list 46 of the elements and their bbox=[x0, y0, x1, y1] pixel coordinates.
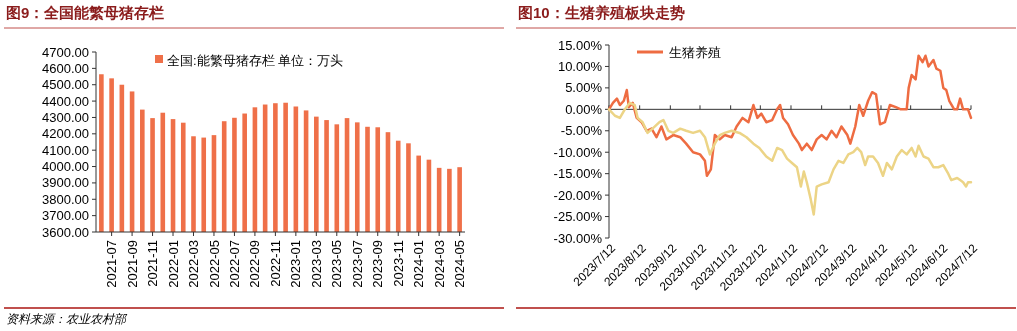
y-tick-label: 4100.00 bbox=[42, 142, 89, 158]
legend-label: 生猪养殖 bbox=[669, 44, 721, 60]
y-tick-label: 4500.00 bbox=[42, 77, 89, 93]
y-tick-label: -5.00% bbox=[560, 123, 603, 139]
x-tick-label: 2024-05 bbox=[452, 240, 468, 288]
x-tick-label: 2024-01 bbox=[411, 240, 427, 288]
chart-title: 图9：全国能繁母猪存栏 bbox=[6, 4, 165, 21]
x-tick-label: 2021-07 bbox=[104, 240, 120, 288]
line-series bbox=[607, 101, 973, 216]
y-tick-label: -10.00% bbox=[553, 144, 603, 160]
chart-title: 图10：生猪养殖板块走势 bbox=[518, 4, 685, 21]
y-tick-label: 3600.00 bbox=[42, 224, 89, 240]
text: 资料来源：农业农村部 bbox=[6, 312, 128, 326]
x-tick-label: 2022-05 bbox=[206, 240, 222, 288]
y-tick-label: 4000.00 bbox=[42, 159, 89, 175]
y-tick-label: 15.00% bbox=[557, 37, 603, 53]
y-tick-label: -25.00% bbox=[553, 209, 603, 225]
x-tick-label: 2021-11 bbox=[145, 240, 161, 287]
x-tick-label: 2023-07 bbox=[349, 240, 365, 288]
y-tick-label: 0.00% bbox=[565, 101, 603, 117]
x-tick-label: 2024-03 bbox=[431, 240, 447, 288]
y-tick-label: 10.00% bbox=[557, 58, 603, 74]
y-tick-label: 5.00% bbox=[565, 80, 603, 96]
y-tick-label: -30.00% bbox=[553, 230, 603, 246]
y-tick-label: -20.00% bbox=[553, 187, 603, 203]
x-tick-label: 2023-05 bbox=[329, 240, 345, 288]
x-tick-label: 2023-01 bbox=[288, 240, 304, 288]
y-tick-label: 4200.00 bbox=[42, 126, 89, 142]
x-tick-label: 2022-07 bbox=[226, 240, 242, 288]
y-tick-label: 3800.00 bbox=[42, 191, 89, 207]
x-tick-label: 2022-03 bbox=[186, 240, 202, 288]
x-tick-label: 2022-09 bbox=[247, 240, 263, 288]
y-tick-label: 3700.00 bbox=[42, 208, 89, 224]
y-tick-label: 3900.00 bbox=[42, 175, 89, 191]
x-tick-label: 2023-03 bbox=[308, 240, 324, 288]
x-tick-label: 2022-01 bbox=[165, 240, 181, 288]
x-tick-label: 2022-11 bbox=[267, 240, 283, 287]
x-tick-label: 2021-09 bbox=[124, 240, 140, 288]
y-tick-label: 4400.00 bbox=[42, 93, 89, 109]
y-tick-label: 4300.00 bbox=[42, 110, 89, 125]
x-tick-label: 2023-11 bbox=[390, 240, 406, 287]
y-tick-label: -15.00% bbox=[553, 166, 603, 182]
y-tick-label: 4600.00 bbox=[42, 60, 89, 76]
legend-label: 全国:能繁母猪存栏 单位：万头 bbox=[167, 52, 344, 68]
x-tick-label: 2023-09 bbox=[370, 240, 386, 288]
y-tick-label: 4700.00 bbox=[42, 44, 89, 60]
